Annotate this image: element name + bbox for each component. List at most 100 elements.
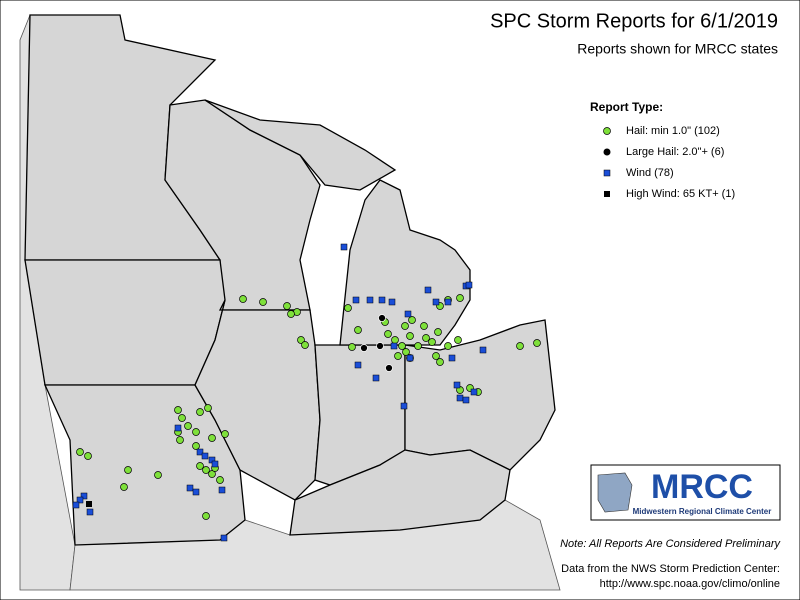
hail-report	[420, 322, 428, 330]
hail-report	[436, 358, 444, 366]
legend-high-wind-icon	[604, 191, 610, 197]
wind-report	[218, 486, 226, 494]
hail-report	[454, 336, 462, 344]
wind-report	[352, 296, 360, 304]
wind-report	[470, 388, 478, 396]
hail-report	[533, 339, 541, 347]
hail-report	[120, 483, 128, 491]
wind-report	[340, 243, 348, 251]
legend-hail-icon	[603, 127, 611, 135]
hail-report	[196, 408, 204, 416]
hail-report	[344, 304, 352, 312]
wind-report	[192, 488, 200, 496]
logo-map-icon	[597, 472, 633, 513]
hail-report	[283, 302, 291, 310]
hail-report	[202, 466, 210, 474]
wind-report	[462, 396, 470, 404]
wind-report	[465, 281, 473, 289]
hail-report	[406, 332, 414, 340]
illinois	[194, 299, 321, 501]
hail-report	[434, 328, 442, 336]
wind-report	[86, 508, 94, 516]
hail-report	[414, 342, 422, 350]
legend-label: Wind (78)	[626, 167, 674, 179]
subtitle: Reports shown for MRCC states	[577, 41, 778, 57]
large-hail-report	[360, 344, 368, 352]
wind-report	[406, 354, 414, 362]
wind-report	[366, 296, 374, 304]
hail-report	[348, 343, 356, 351]
wind-report	[424, 286, 432, 294]
logo-name: MRCC	[651, 468, 753, 506]
hail-report	[76, 448, 84, 456]
hail-report	[202, 512, 210, 520]
wind-report	[404, 310, 412, 318]
hail-report	[354, 326, 362, 334]
hail-report	[394, 352, 402, 360]
high-wind-report	[86, 501, 92, 507]
wind-report	[444, 298, 452, 306]
wind-report	[479, 346, 487, 354]
hail-report	[178, 414, 186, 422]
large-hail-report	[385, 364, 393, 372]
legend-label: High Wind: 65 KT+ (1)	[626, 188, 735, 200]
wind-report	[211, 460, 219, 468]
hail-report	[401, 322, 409, 330]
logo-subtitle: Midwestern Regional Climate Center	[633, 507, 772, 516]
wind-report	[201, 452, 209, 460]
wind-report	[432, 298, 440, 306]
wind-report	[220, 534, 228, 542]
legend: Report Type: Hail: min 1.0" (102) Large …	[590, 100, 735, 200]
hail-report	[398, 342, 406, 350]
source-line: Data from the NWS Storm Prediction Cente…	[561, 563, 780, 575]
wind-report	[186, 484, 194, 492]
wind-report	[372, 374, 380, 382]
hail-report	[297, 336, 305, 344]
large-hail-report	[378, 314, 386, 322]
note: Note: All Reports Are Considered Prelimi…	[560, 538, 781, 550]
hail-report	[192, 442, 200, 450]
hail-report	[221, 430, 229, 438]
reports	[72, 243, 541, 542]
wind-report	[378, 296, 386, 304]
kentucky	[289, 449, 511, 536]
hail-report	[204, 404, 212, 412]
wind-report	[196, 448, 204, 456]
hail-report	[384, 330, 392, 338]
large-hail-report	[376, 342, 384, 350]
hail-report	[176, 436, 184, 444]
hail-report	[192, 428, 200, 436]
states	[19, 14, 561, 591]
wind-report	[72, 501, 80, 509]
legend-large-hail-icon	[603, 148, 611, 156]
wind-report	[400, 402, 408, 410]
wind-report	[174, 424, 182, 432]
legend-wind-icon	[603, 169, 611, 177]
hail-report	[208, 470, 216, 478]
wind-report	[456, 394, 464, 402]
hail-report	[216, 476, 224, 484]
wind-report	[448, 354, 456, 362]
wind-report	[388, 298, 396, 306]
hail-report	[428, 338, 436, 346]
wind-report	[453, 381, 461, 389]
hail-report	[184, 422, 192, 430]
hail-report	[259, 298, 267, 306]
hail-report	[239, 295, 247, 303]
legend-label: Large Hail: 2.0"+ (6)	[626, 146, 724, 158]
upper-michigan	[204, 99, 397, 191]
hail-report	[196, 462, 204, 470]
hail-report	[402, 348, 410, 356]
hail-report	[174, 406, 182, 414]
hail-report	[408, 316, 416, 324]
wind-report	[354, 361, 362, 369]
hail-report	[391, 336, 399, 344]
hail-report	[84, 452, 92, 460]
wind-report	[390, 342, 398, 350]
hail-report	[208, 434, 216, 442]
hail-report	[456, 294, 464, 302]
hail-report	[154, 471, 162, 479]
hail-report	[287, 310, 295, 318]
legend-title: Report Type:	[590, 100, 663, 114]
